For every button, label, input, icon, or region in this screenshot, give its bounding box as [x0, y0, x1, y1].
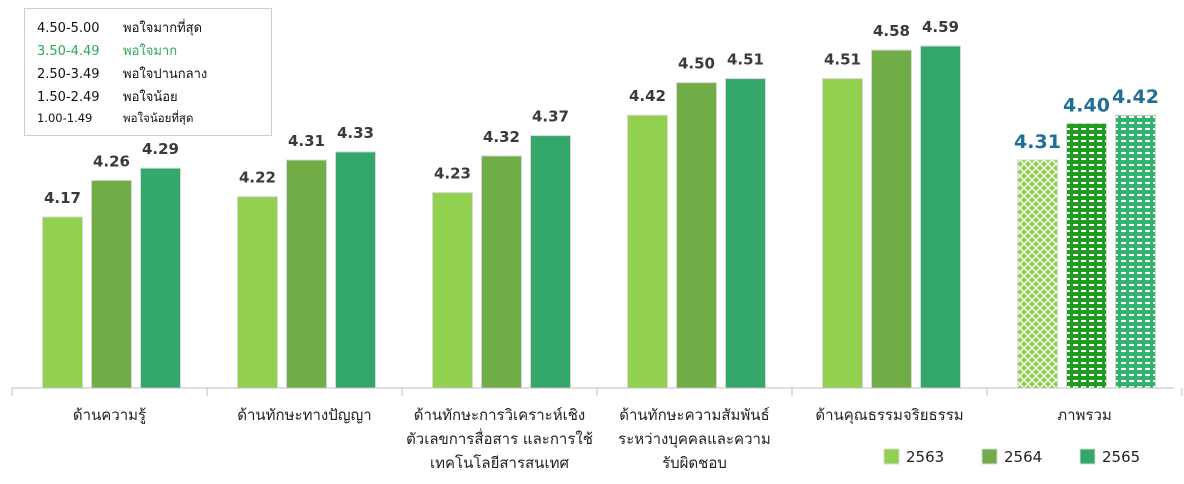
value-label: 4.23 — [434, 165, 471, 183]
value-label: 4.31 — [1014, 131, 1061, 153]
bar-2563-cat2 — [237, 196, 278, 389]
category-label: เทคโนโลยีสารสนเทศ — [430, 454, 569, 472]
category-label: ด้านทักษะทางปัญญา — [237, 406, 371, 424]
scale-range: 3.50-4.49 — [37, 44, 100, 59]
category-label: ด้านความรู้ — [73, 406, 146, 424]
bar-2565-cat3 — [530, 135, 571, 389]
category-label: ด้านคุณธรรมจริยธรรม — [815, 406, 963, 425]
bar-2565-cat4 — [725, 78, 766, 389]
value-label: 4.42 — [629, 87, 666, 105]
scale-range: 1.50-2.49 — [37, 90, 100, 105]
bar-2565-cat6 — [1115, 114, 1156, 389]
scale-label: พอใจมากที่สุด — [123, 21, 203, 36]
bar-2563-cat3 — [432, 192, 473, 389]
scale-row: 2.50-3.49 พอใจปานกลาง — [37, 63, 207, 84]
scale-row: 1.50-2.49 พอใจน้อย — [37, 86, 178, 107]
bar-2564-cat1 — [91, 179, 132, 389]
legend-swatch — [883, 448, 900, 465]
bar-2563-cat6 — [1017, 159, 1058, 389]
scale-range: 2.50-3.49 — [37, 67, 100, 82]
value-label: 4.42 — [1112, 86, 1159, 108]
value-label: 4.31 — [288, 132, 325, 150]
value-label: 4.59 — [922, 18, 959, 36]
value-label: 4.32 — [483, 128, 520, 146]
category-label: ระหว่างบุคคลและความ — [618, 430, 771, 449]
bar-2563-cat5 — [822, 78, 863, 389]
value-label: 4.51 — [727, 51, 764, 69]
series-legend: 2563 2564 2565 — [883, 448, 1140, 466]
value-label: 4.22 — [239, 169, 276, 187]
scale-row: 4.50-5.00 พอใจมากที่สุด — [37, 17, 202, 38]
category-label: ด้านทักษะความสัมพันธ์ — [619, 406, 769, 424]
scale-label: พอใจน้อย — [123, 90, 178, 105]
scale-row: 3.50-4.49 พอใจมาก — [37, 40, 177, 61]
rating-scale-legend: 4.50-5.00 พอใจมากที่สุด 3.50-4.49 พอใจมาก … — [24, 8, 272, 136]
scale-label: พอใจปานกลาง — [123, 67, 208, 82]
x-axis-ticks — [11, 388, 1183, 396]
scale-row: 1.00-1.49 พอใจน้อยที่สุด — [37, 110, 193, 128]
category-label: รับผิดชอบ — [662, 454, 727, 472]
legend-swatch — [981, 448, 998, 465]
scale-label: พอใจมาก — [123, 44, 178, 59]
legend-label: 2564 — [1004, 448, 1042, 466]
value-label: 4.58 — [873, 22, 910, 40]
bar-2564-cat6 — [1066, 122, 1107, 389]
legend-label: 2563 — [906, 448, 944, 466]
bar-2565-cat2 — [335, 151, 376, 389]
bar-2565-cat5 — [920, 45, 961, 389]
bar-2565-cat1 — [140, 167, 181, 389]
value-label: 4.50 — [678, 55, 715, 73]
category-label: ตัวเลขการสื่อสาร และการใช้ — [406, 428, 593, 448]
bar-2564-cat3 — [481, 155, 522, 389]
bars-layer: 4.17 4.26 4.29 4.22 4.31 4.33 4.23 4.32 4.37 4.42… — [42, 18, 1159, 389]
value-label: 4.17 — [44, 189, 81, 207]
bar-2564-cat5 — [871, 49, 912, 389]
bar-2563-cat4 — [627, 114, 668, 389]
value-label: 4.51 — [824, 51, 861, 69]
bar-2563-cat1 — [42, 216, 83, 389]
category-labels: ด้านความรู้ ด้านทักษะทางปัญญา ด้านทักษะการ… — [73, 406, 1112, 472]
value-label: 4.26 — [93, 152, 130, 170]
bar-2564-cat4 — [676, 82, 717, 389]
scale-range: 1.00-1.49 — [37, 111, 93, 125]
scale-range: 4.50-5.00 — [37, 21, 100, 36]
value-label: 4.37 — [532, 108, 569, 126]
bar-2564-cat2 — [286, 159, 327, 389]
value-label: 4.33 — [337, 124, 374, 142]
value-label: 4.40 — [1063, 94, 1110, 116]
category-label: ภาพรวม — [1057, 406, 1112, 424]
legend-label: 2565 — [1102, 448, 1140, 466]
value-label: 4.29 — [142, 140, 179, 158]
category-label: ด้านทักษะการวิเคราะห์เชิง — [414, 406, 586, 424]
scale-label: พอใจน้อยที่สุด — [123, 111, 194, 125]
legend-swatch — [1079, 448, 1096, 465]
